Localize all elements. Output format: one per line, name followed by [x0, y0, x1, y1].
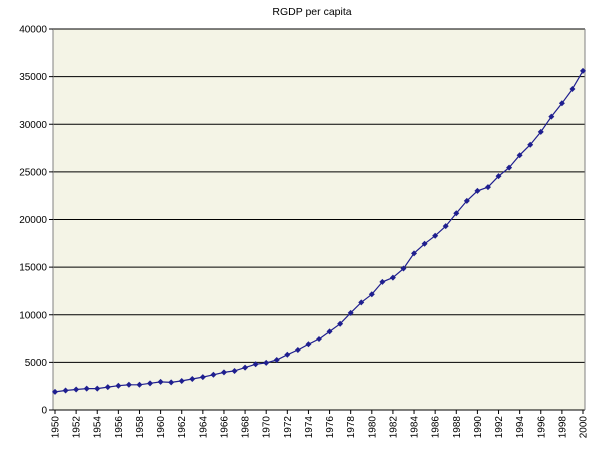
- data-point-marker: [178, 377, 185, 384]
- data-point-marker: [463, 197, 470, 204]
- data-point-marker: [558, 100, 565, 107]
- data-point-marker: [115, 382, 122, 389]
- data-point-marker: [548, 113, 555, 120]
- x-tick-label: 1982: [388, 416, 399, 439]
- x-tick-label: 1970: [262, 416, 273, 439]
- x-tick-label: 1988: [452, 416, 463, 439]
- data-point-marker: [62, 387, 69, 394]
- data-point-marker: [83, 385, 90, 392]
- x-tick-label: 1986: [431, 416, 442, 439]
- data-point-marker: [389, 274, 396, 281]
- x-tick-label: 1956: [114, 416, 125, 439]
- x-axis-tick-labels: 1950 1952 1954 1956 1958 1960 1962 1964 1966 1968…: [51, 410, 590, 438]
- data-point-marker: [337, 320, 344, 327]
- data-point-marker: [94, 385, 101, 392]
- data-point-marker: [125, 381, 132, 388]
- x-tick-label: 1996: [536, 416, 547, 439]
- x-tick-label: 1978: [346, 416, 357, 439]
- data-point-marker: [527, 141, 534, 148]
- x-tick-label: 1952: [72, 416, 83, 439]
- data-point-marker: [199, 374, 206, 381]
- y-tick-label: 20000: [19, 215, 47, 226]
- data-point-marker: [400, 265, 407, 272]
- data-point-marker: [220, 369, 227, 376]
- data-point-marker: [506, 164, 513, 171]
- x-tick-label: 1992: [494, 416, 505, 439]
- data-point-marker: [294, 346, 301, 353]
- y-tick-label: 25000: [19, 167, 47, 178]
- x-tick-label: 1966: [219, 416, 230, 439]
- y-tick-label: 30000: [19, 120, 47, 131]
- data-point-marker: [484, 184, 491, 191]
- y-tick-label: 40000: [19, 25, 47, 36]
- data-point-marker: [569, 86, 576, 93]
- data-points: [52, 67, 586, 395]
- data-point-marker: [104, 384, 111, 391]
- data-point-marker: [379, 278, 386, 285]
- data-point-marker: [263, 359, 270, 366]
- x-tick-label: 1980: [367, 416, 378, 439]
- y-tick-label: 15000: [19, 263, 47, 274]
- x-tick-label: 1984: [410, 416, 421, 439]
- data-point-marker: [52, 388, 58, 395]
- data-point-marker: [73, 386, 80, 393]
- x-tick-label: 1976: [325, 416, 336, 439]
- data-point-marker: [580, 67, 586, 74]
- chart-title: RGDP per capita: [272, 6, 351, 18]
- x-tick-label: 1954: [93, 416, 104, 439]
- gridlines: [53, 28, 585, 363]
- data-point-marker: [495, 173, 502, 180]
- y-tick-label: 10000: [19, 310, 47, 321]
- x-tick-label: 1972: [283, 416, 294, 439]
- x-tick-label: 2000: [579, 416, 590, 439]
- x-tick-label: 1960: [156, 416, 167, 439]
- x-tick-label: 1968: [241, 416, 252, 439]
- data-point-marker: [273, 356, 280, 363]
- data-point-marker: [432, 232, 439, 239]
- data-point-marker: [442, 223, 449, 230]
- data-point-marker: [252, 361, 259, 368]
- data-point-marker: [189, 376, 196, 383]
- data-point-marker: [316, 336, 322, 343]
- x-tick-label: 1974: [304, 416, 315, 439]
- x-tick-label: 1950: [51, 416, 62, 439]
- data-point-marker: [242, 364, 249, 371]
- data-point-marker: [453, 210, 460, 217]
- data-point-marker: [347, 309, 354, 316]
- data-point-marker: [305, 341, 312, 348]
- data-point-marker: [474, 187, 481, 194]
- x-tick-label: 1964: [198, 416, 209, 439]
- data-point-marker: [411, 250, 418, 257]
- data-point-marker: [537, 128, 544, 135]
- y-tick-label: 0: [41, 406, 47, 417]
- data-point-marker: [136, 381, 143, 388]
- x-tick-label: 1990: [473, 416, 484, 439]
- x-tick-label: 1958: [135, 416, 146, 439]
- data-point-marker: [210, 371, 217, 378]
- y-tick-label: 35000: [19, 72, 47, 83]
- x-tick-label: 1994: [515, 416, 526, 439]
- data-point-marker: [284, 351, 291, 358]
- x-tick-label: 1998: [557, 416, 568, 439]
- data-point-marker: [231, 367, 238, 374]
- data-point-marker: [421, 240, 428, 247]
- y-axis-tick-labels: 0 5000 10000 15000 20000 25000 30000 35000 40000: [19, 25, 53, 417]
- data-point-marker: [368, 291, 375, 298]
- data-point-marker: [516, 152, 523, 159]
- data-point-marker: [168, 379, 175, 386]
- x-tick-label: 1962: [177, 416, 188, 439]
- y-tick-label: 5000: [25, 358, 48, 369]
- data-point-marker: [326, 328, 333, 335]
- data-point-marker: [147, 380, 154, 387]
- data-point-marker: [358, 299, 365, 306]
- data-point-marker: [157, 378, 164, 385]
